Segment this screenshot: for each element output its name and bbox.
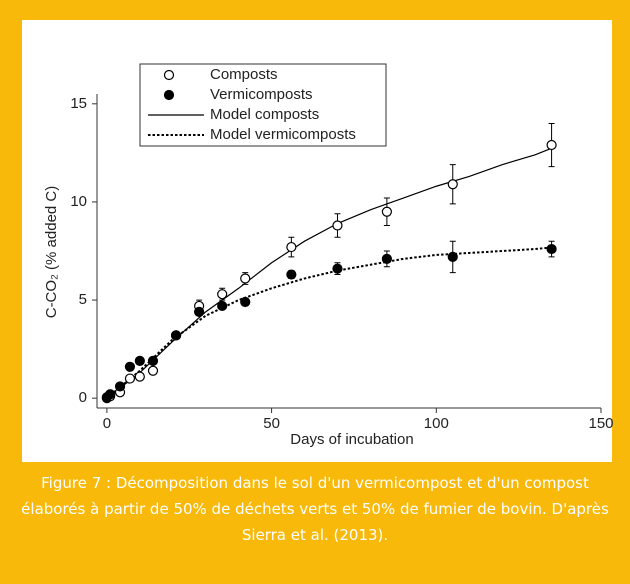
data-point <box>286 241 297 253</box>
legend-marker <box>163 89 175 101</box>
data-point <box>240 273 251 284</box>
legend-label: Composts <box>210 66 278 83</box>
legend-box <box>139 63 387 147</box>
data-point <box>114 381 126 392</box>
data-point <box>381 253 392 264</box>
data-point <box>134 371 145 382</box>
data-point <box>240 296 251 308</box>
y-tick-label: 5 <box>79 291 87 308</box>
data-point <box>332 263 343 274</box>
y-axis-label: C-CO₂ (% added C) <box>43 186 60 319</box>
chart: Days of incubation C-CO₂ (% added C) 0 50… <box>43 63 614 448</box>
data-point <box>381 206 392 217</box>
data-point <box>194 306 205 317</box>
y-tick-label: 15 <box>70 95 87 112</box>
y-tick-label: 0 <box>79 389 87 406</box>
data-point <box>124 373 136 384</box>
model-line <box>106 246 555 399</box>
data-point <box>546 243 557 255</box>
data-point <box>332 220 343 231</box>
x-tick-label: 150 <box>588 415 613 432</box>
data-point <box>124 361 136 372</box>
caption: Figure 7 : Décomposition dans le sol d'u… <box>21 474 609 544</box>
data-point <box>134 355 145 366</box>
x-tick-label: 100 <box>424 415 449 432</box>
data-point <box>447 251 458 262</box>
legend-marker <box>163 69 175 81</box>
legend-label: Model composts <box>210 106 319 123</box>
y-tick-label: 10 <box>70 193 87 210</box>
x-tick-label: 0 <box>103 415 111 432</box>
data-point <box>147 355 159 366</box>
legend-label: Vermicomposts <box>210 86 313 103</box>
data-point <box>170 330 182 341</box>
data-point <box>147 365 159 376</box>
data-point <box>546 139 557 151</box>
legend-label: Model vermicomposts <box>210 126 356 143</box>
data-point <box>217 289 228 300</box>
x-tick-label: 50 <box>263 415 280 432</box>
data-point <box>105 389 116 400</box>
data-point <box>217 300 228 312</box>
data-point <box>286 269 297 280</box>
data-point <box>447 179 458 190</box>
x-axis-label: Days of incubation <box>290 431 413 448</box>
